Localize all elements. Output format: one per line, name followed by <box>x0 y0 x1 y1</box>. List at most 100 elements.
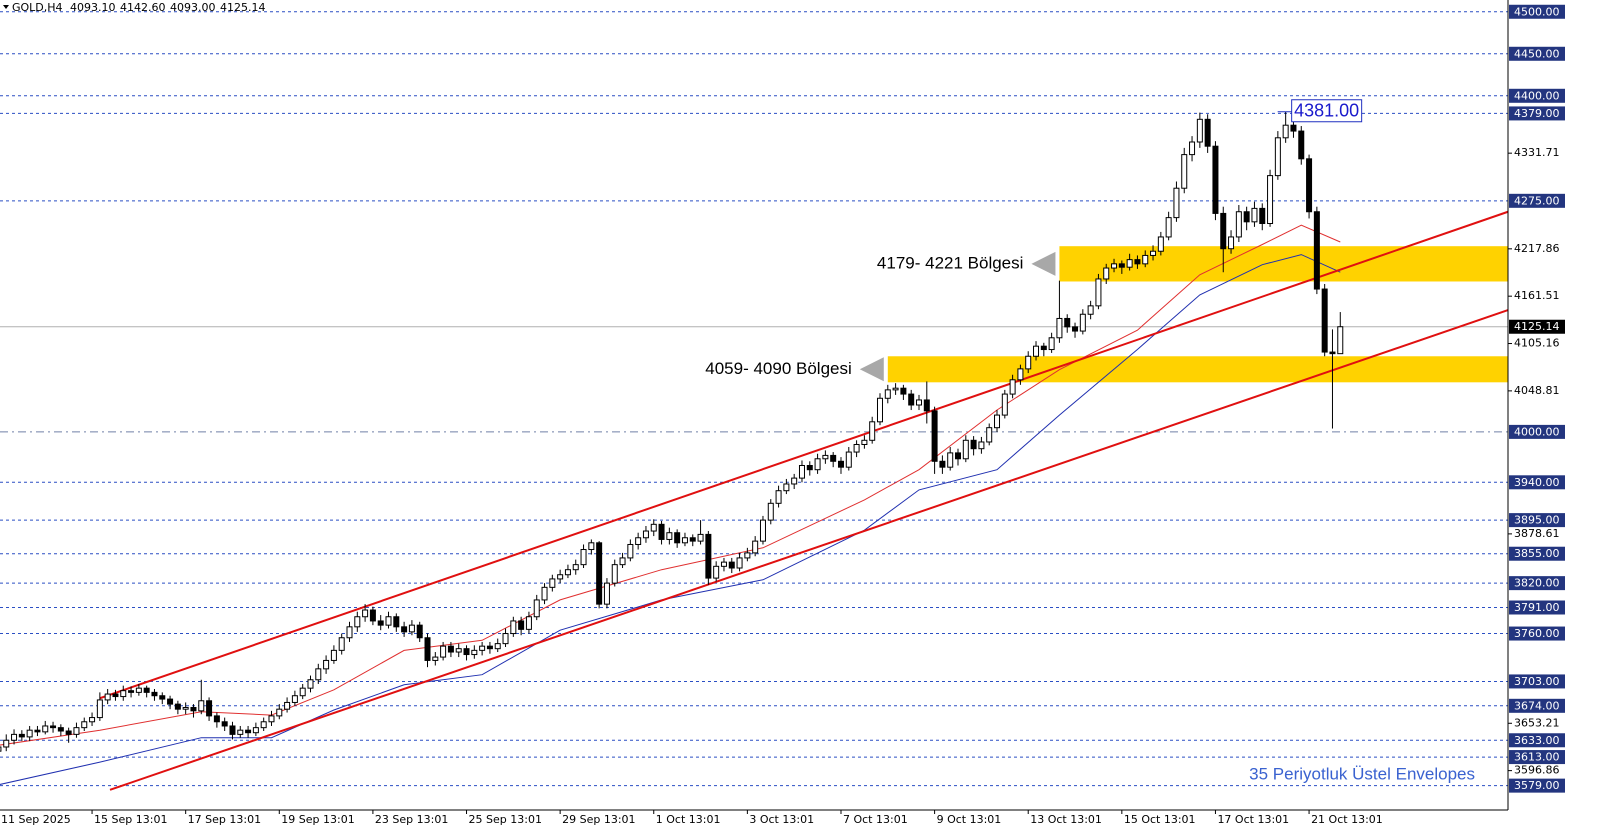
axis-bg <box>1508 0 1600 827</box>
candle-body <box>564 569 571 576</box>
candle-body <box>1243 211 1250 223</box>
candle-body <box>869 421 876 441</box>
zone <box>887 356 1508 383</box>
candle-body <box>1306 158 1313 213</box>
candle-body <box>837 460 844 468</box>
zone-arrow <box>1031 251 1056 276</box>
candle-body <box>908 393 915 406</box>
candle-body <box>291 695 298 703</box>
candle-body <box>962 439 969 460</box>
zone <box>1059 246 1508 282</box>
candle-body <box>486 645 493 650</box>
peak-label: 4381.00 <box>1294 101 1359 121</box>
candle-body <box>1220 212 1227 250</box>
level-label: 4400.00 <box>1514 89 1560 102</box>
candle-body <box>182 706 189 710</box>
candle-body <box>26 729 33 738</box>
level-label-box <box>1509 46 1565 61</box>
candle-body <box>198 700 205 712</box>
y-tick-label: 4105.16 <box>1514 337 1560 350</box>
candle-body <box>947 452 954 468</box>
candle-body <box>666 532 673 540</box>
x-tick-label: 17 Oct 13:01 <box>1217 813 1289 826</box>
candle-body <box>369 609 376 622</box>
candle-body <box>1274 137 1281 177</box>
candle-body <box>783 483 790 492</box>
level-label: 3940.00 <box>1514 476 1560 489</box>
candle-body <box>112 693 119 698</box>
trendline <box>109 309 1509 791</box>
y-tick-label: 4161.51 <box>1514 289 1560 302</box>
candle-body <box>845 451 852 468</box>
candle-body <box>1337 326 1344 355</box>
candle-body <box>1103 267 1110 280</box>
candle-body <box>635 537 642 545</box>
level-label: 4500.00 <box>1514 5 1560 18</box>
candle-body <box>284 701 291 710</box>
candle-body <box>713 565 720 579</box>
candle-body <box>674 532 681 544</box>
x-tick-label: 3 Oct 13:01 <box>749 813 814 826</box>
candle-body <box>1157 236 1164 252</box>
level-label-box <box>1509 674 1565 689</box>
candle-body <box>151 691 158 697</box>
candle-body <box>206 700 213 717</box>
candle-body <box>822 454 829 460</box>
candle-body <box>994 414 1001 429</box>
candle-body <box>658 523 665 540</box>
x-tick-label: 15 Sep 13:01 <box>94 813 167 826</box>
zone-arrow <box>859 357 884 382</box>
candle-body <box>104 693 111 701</box>
candle-body <box>588 542 595 551</box>
level-label: 4379.00 <box>1514 107 1560 120</box>
level-label-box <box>1509 546 1565 561</box>
candle-body <box>611 564 618 584</box>
candle-body <box>744 552 751 559</box>
candle-body <box>393 616 400 628</box>
indicator-note: 35 Periyotluk Üstel Envelopes <box>1249 764 1475 783</box>
candle-body <box>1001 393 1008 416</box>
candle-body <box>752 540 759 554</box>
candle-body <box>167 698 174 705</box>
level-label: 3633.00 <box>1514 734 1560 747</box>
candle-body <box>525 616 532 630</box>
x-tick-label: 21 Oct 13:01 <box>1311 813 1383 826</box>
candle-body <box>159 695 166 700</box>
level-label-box <box>1509 626 1565 641</box>
candle-body <box>1290 124 1297 132</box>
candle-body <box>1267 175 1274 225</box>
level-label-box <box>1509 513 1565 528</box>
candle-body <box>440 645 447 658</box>
candle-body <box>463 648 470 656</box>
candle-body <box>143 687 150 693</box>
candle-body <box>11 733 18 741</box>
candle-body <box>1072 326 1079 332</box>
candle-body <box>642 530 649 539</box>
candle-body <box>1282 124 1289 139</box>
candle-body <box>1298 130 1305 160</box>
candle-body <box>1228 236 1235 250</box>
level-label: 3760.00 <box>1514 627 1560 640</box>
candle-body <box>900 387 907 395</box>
y-tick-label: 4331.71 <box>1514 146 1560 159</box>
candle-body <box>1165 217 1172 238</box>
candle-body <box>135 687 142 693</box>
candle-body <box>806 464 813 471</box>
candle-body <box>1321 288 1328 353</box>
candle-body <box>931 410 938 462</box>
candle-body <box>1142 254 1149 265</box>
candle-body <box>1212 145 1219 214</box>
candle-body <box>424 637 431 661</box>
candle-body <box>89 717 96 723</box>
candle-body <box>245 729 252 734</box>
candle-body <box>416 624 423 639</box>
y-tick-label: 4217.86 <box>1514 242 1560 255</box>
candle-body <box>861 439 868 445</box>
round-level-label: 4000.00 <box>1514 425 1560 438</box>
candle-body <box>627 543 634 559</box>
candle-body <box>798 464 805 479</box>
candle-body <box>252 727 259 734</box>
candle-body <box>190 706 197 712</box>
candle-body <box>791 477 798 485</box>
